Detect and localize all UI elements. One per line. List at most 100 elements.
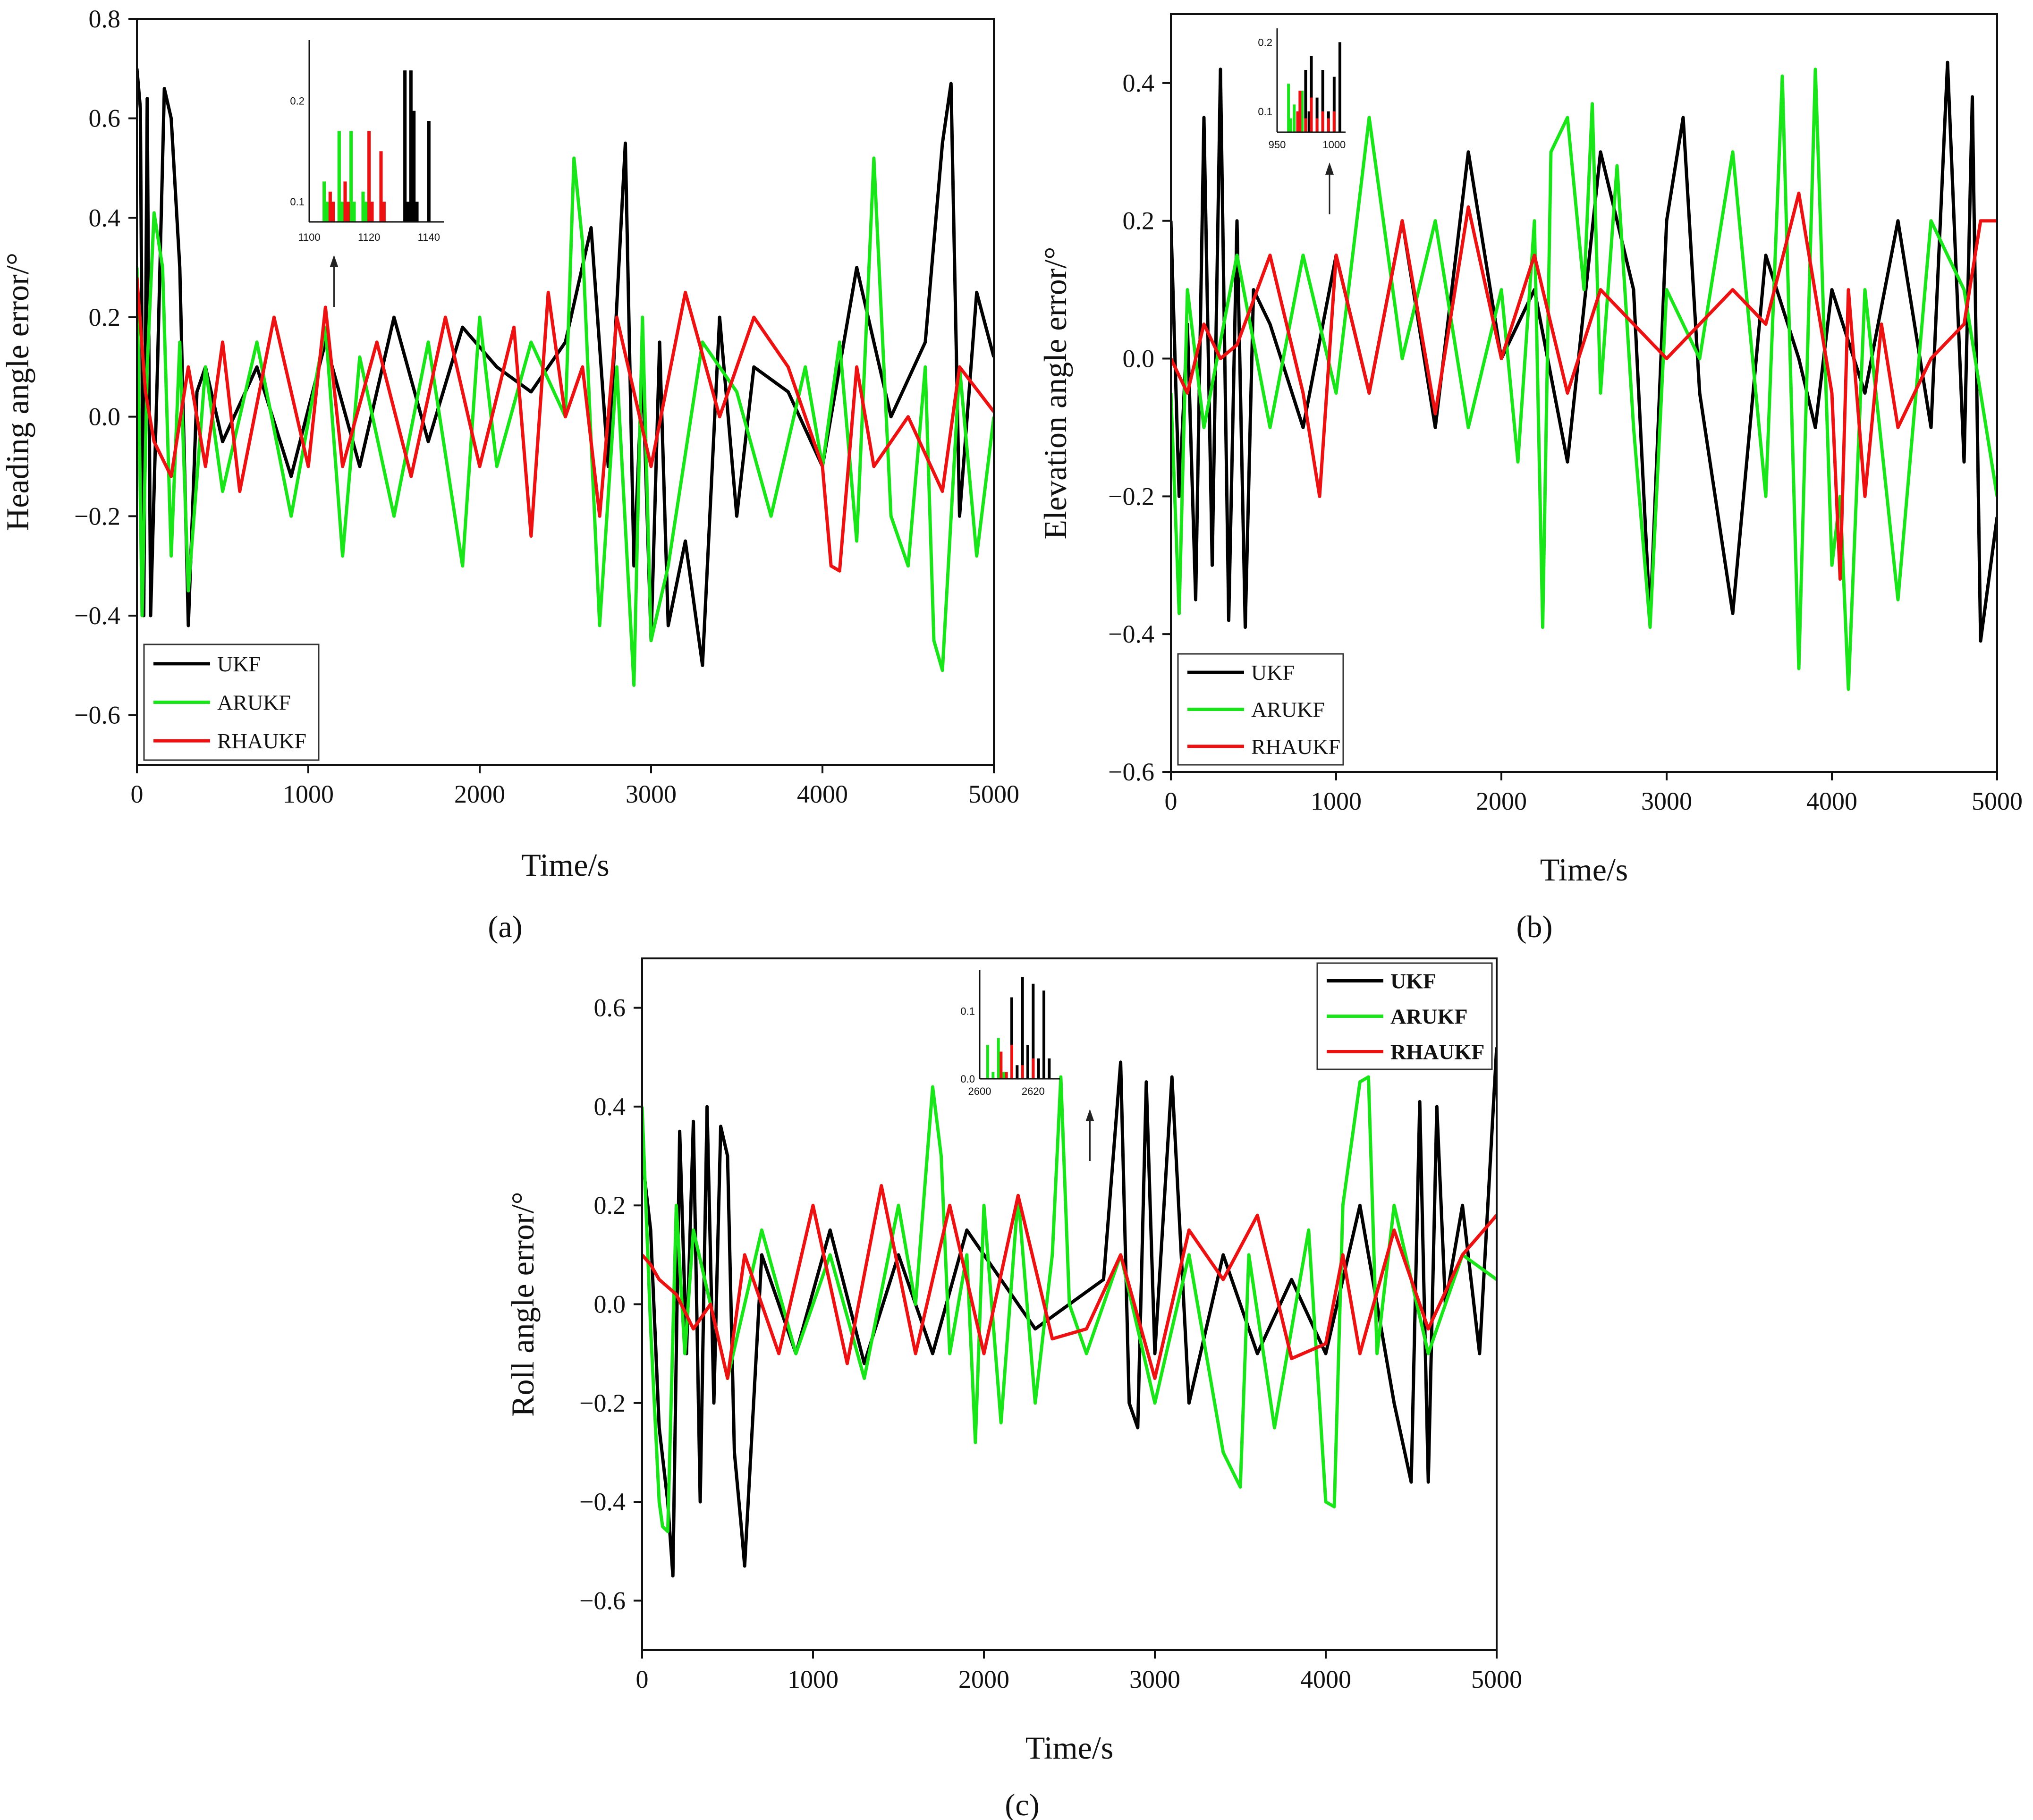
y-tick-label: 0.2	[89, 303, 121, 331]
inset-y-tick-label: 0.1	[960, 1005, 975, 1017]
inset-bar-ukf	[1307, 111, 1311, 132]
series-line-rhaukf	[642, 1184, 1497, 1380]
inset-bar-arukf	[1293, 104, 1296, 132]
inset-bar-ukf	[1016, 1065, 1019, 1079]
y-tick-label: 0.2	[1123, 207, 1155, 235]
y-tick-label: 0.0	[89, 403, 121, 431]
inset-bar-ukf	[1048, 1058, 1051, 1079]
legend: UKF ARUKF RHAUKF	[143, 643, 320, 761]
x-tick-label: 4000	[797, 780, 848, 808]
x-tick-label: 3000	[1641, 787, 1692, 815]
inset-bar-rhaukf	[1315, 118, 1319, 132]
inset-bar-rhaukf	[331, 202, 335, 222]
x-tick-label: 5000	[968, 780, 1019, 808]
inset-x-tick-label: 1000	[1322, 139, 1346, 151]
inset-x-tick-label: 1100	[298, 231, 320, 243]
legend-label-rhaukf: RHAUKF	[1251, 735, 1340, 759]
inset-bar-rhaukf	[1327, 118, 1330, 132]
inset-bar-ukf	[403, 70, 407, 222]
inset-bar-arukf	[1289, 118, 1292, 132]
inset-bar-arukf	[991, 1072, 995, 1079]
y-tick-label: −0.2	[74, 502, 120, 530]
inset-bar-rhaukf	[1310, 97, 1313, 132]
x-tick-label: 0	[636, 1665, 649, 1693]
y-tick-label: −0.4	[1108, 620, 1154, 648]
y-tick-label: −0.6	[1108, 758, 1154, 786]
inset-bar-ukf	[427, 121, 431, 222]
inset-zoom: 950 1000 0.1 0.2	[1258, 28, 1346, 151]
x-axis-label: Time/s	[1025, 1730, 1113, 1766]
x-tick-label: 3000	[626, 780, 677, 808]
y-tick-label: 0.0	[1123, 345, 1155, 373]
inset-bar-ukf	[1315, 97, 1319, 132]
inset-bar-arukf	[1287, 84, 1290, 132]
inset-bar-arukf	[364, 202, 368, 222]
inset-y-tick-label: 0.2	[290, 95, 305, 107]
legend-label-rhaukf: RHAUKF	[217, 729, 306, 753]
legend: UKF ARUKF RHAUKF	[1316, 962, 1493, 1070]
inset-bar-ukf	[1332, 76, 1336, 132]
y-tick-label: −0.4	[579, 1488, 626, 1516]
y-tick-label: −0.6	[74, 701, 120, 729]
inset-bar-rhaukf	[1010, 1045, 1013, 1079]
x-axis-label: Time/s	[521, 847, 609, 883]
inset-x-tick-label: 2620	[1022, 1085, 1045, 1097]
y-tick-label: 0.0	[594, 1290, 626, 1319]
x-tick-label: 1000	[788, 1665, 839, 1693]
inset-x-tick-label: 1120	[358, 231, 380, 243]
panel-caption: (b)	[1516, 910, 1553, 944]
inset-bar-rhaukf	[1021, 1065, 1024, 1079]
inset-bar-arukf	[352, 202, 356, 222]
inset-bar-arukf	[1301, 91, 1304, 132]
inset-bar-ukf	[1032, 983, 1035, 1079]
legend-label-arukf: ARUKF	[1390, 1005, 1468, 1029]
x-tick-label: 0	[1165, 787, 1177, 815]
y-tick-label: 0.4	[1123, 69, 1155, 97]
inset-bar-arukf	[322, 181, 326, 222]
inset-bar-rhaukf	[328, 191, 332, 222]
inset-bar-arukf	[986, 1045, 989, 1079]
inset-bar-ukf	[1021, 977, 1024, 1079]
inset-bar-rhaukf	[1000, 1051, 1003, 1079]
x-tick-label: 2000	[454, 780, 505, 808]
x-axis-label: Time/s	[1540, 852, 1628, 888]
legend-label-arukf: ARUKF	[1251, 698, 1325, 722]
inset-bar-rhaukf	[346, 202, 350, 222]
inset-y-tick-label: 0.2	[1258, 36, 1272, 48]
inset-bar-ukf	[1026, 1045, 1029, 1079]
inset-bar-ukf	[406, 202, 410, 222]
y-tick-label: −0.4	[74, 601, 120, 630]
inset-bar-rhaukf	[367, 131, 371, 222]
x-tick-label: 2000	[958, 1665, 1009, 1693]
inset-x-tick-label: 2600	[968, 1085, 991, 1097]
x-tick-label: 5000	[1471, 1665, 1522, 1693]
y-tick-label: 0.4	[89, 203, 121, 232]
legend-label-ukf: UKF	[1251, 660, 1295, 685]
y-axis-label: Heading angle error/°	[0, 253, 35, 531]
inset-bar-rhaukf	[343, 181, 347, 222]
inset-bar-arukf	[337, 131, 341, 222]
panel-caption: (a)	[488, 910, 522, 944]
plot-frame	[1170, 13, 1998, 773]
y-tick-label: −0.2	[579, 1389, 626, 1417]
inset-bar-rhaukf	[1332, 111, 1336, 132]
y-tick-label: −0.6	[579, 1586, 626, 1615]
series-line-ukf	[642, 1047, 1497, 1578]
y-axis-label: Elevation angle error/°	[1037, 246, 1073, 539]
inset-x-tick-label: 950	[1269, 139, 1286, 151]
inset-bar-rhaukf	[1321, 111, 1324, 132]
inset-bar-ukf	[1304, 70, 1307, 132]
inset-bar-rhaukf	[1032, 1058, 1035, 1079]
legend-label-ukf: UKF	[1390, 969, 1436, 993]
x-tick-label: 2000	[1476, 787, 1527, 815]
inset-bar-ukf	[409, 70, 413, 222]
inset-bar-ukf	[1321, 70, 1324, 132]
series-line-rhaukf	[1171, 191, 1997, 581]
inset-y-tick-label: 0.0	[960, 1073, 975, 1085]
legend-label-ukf: UKF	[217, 652, 261, 676]
inset-bar-rhaukf	[370, 202, 374, 222]
y-tick-label: 0.2	[594, 1191, 626, 1219]
inset-y-tick-label: 0.1	[1258, 106, 1272, 118]
